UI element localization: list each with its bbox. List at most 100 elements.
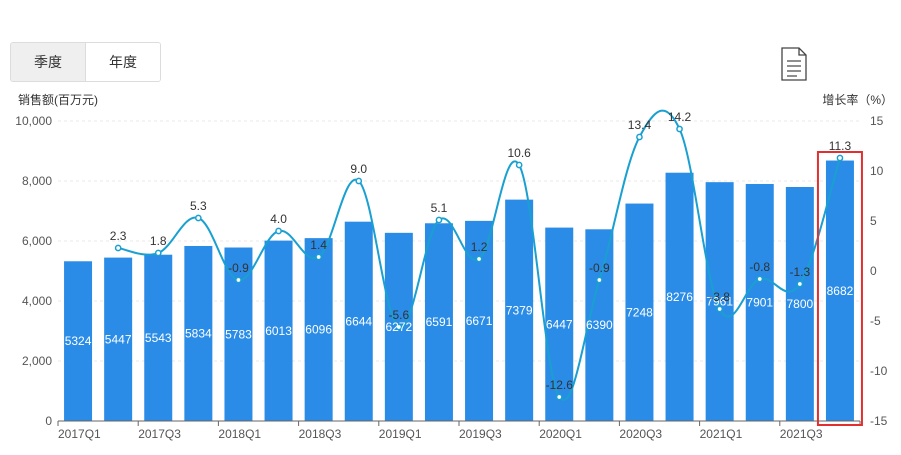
left-tick-label: 6,000 — [22, 234, 52, 248]
left-tick-label: 8,000 — [22, 174, 52, 188]
sales-bar — [144, 254, 173, 421]
left-axis-label: 销售额(百万元) — [18, 92, 98, 107]
bar-value-label: 7379 — [506, 303, 533, 317]
bar-value-label: 5783 — [225, 327, 252, 341]
rate-point — [235, 276, 242, 284]
sales-bar — [785, 187, 814, 421]
rate-value-label: 10.6 — [507, 146, 531, 160]
rate-value-label: -0.9 — [589, 261, 610, 275]
rate-point — [796, 280, 804, 288]
bar-value-label: 8276 — [666, 290, 693, 304]
rate-point — [435, 216, 443, 224]
bar-value-label: 6447 — [546, 317, 573, 331]
rate-point — [275, 227, 282, 235]
bar-value-label: 8682 — [827, 284, 854, 298]
bar-value-label: 6390 — [586, 318, 613, 332]
x-tick-label: 2019Q1 — [379, 427, 422, 441]
right-tick-label: 10 — [870, 164, 884, 178]
left-tick-label: 4,000 — [22, 294, 52, 308]
rate-value-label: -3.8 — [709, 290, 730, 304]
bar-value-label: 6272 — [385, 320, 412, 334]
x-tick-label: 2017Q3 — [138, 427, 181, 441]
x-tick-label: 2021Q1 — [700, 427, 743, 441]
bar-value-label: 6644 — [345, 314, 372, 328]
rate-point — [836, 154, 844, 162]
rate-value-label: 2.3 — [110, 229, 127, 243]
x-tick-label: 2020Q3 — [619, 427, 662, 441]
sales-bar — [545, 227, 574, 421]
x-tick-label: 2020Q1 — [539, 427, 582, 441]
growth-rate-line — [117, 109, 841, 401]
rate-value-label: 5.3 — [190, 199, 207, 213]
left-tick-label: 10,000 — [15, 114, 52, 128]
sales-bar — [705, 182, 734, 421]
left-tick-label: 0 — [45, 414, 52, 428]
x-tick-label: 2019Q3 — [459, 427, 502, 441]
sales-bar — [184, 245, 213, 421]
rate-point — [596, 276, 603, 284]
rate-point — [515, 161, 523, 169]
rate-point — [676, 125, 683, 133]
bar-value-label: 5324 — [65, 334, 92, 348]
sales-bar — [745, 183, 774, 421]
bar-value-label: 6096 — [305, 323, 332, 337]
sales-bar — [585, 229, 614, 421]
rate-point — [315, 253, 322, 261]
sales-bar — [625, 203, 654, 421]
rate-value-label: 1.4 — [310, 238, 327, 252]
bar-value-label: 6671 — [466, 314, 493, 328]
rate-value-label: 4.0 — [270, 212, 287, 226]
rate-point — [355, 177, 363, 185]
right-tick-label: 0 — [870, 264, 877, 278]
sales-bar — [825, 160, 854, 422]
rate-point — [716, 305, 724, 313]
rate-point — [154, 249, 162, 257]
bar-value-label: 7248 — [626, 305, 653, 319]
tab-quarterly[interactable]: 季度 — [11, 43, 85, 81]
rate-value-label: -5.6 — [389, 308, 410, 322]
sales-bar — [505, 199, 534, 421]
sales-bar — [344, 221, 373, 421]
bar-value-label: 7901 — [746, 295, 773, 309]
bar-value-label: 7800 — [786, 297, 813, 311]
rate-value-label: -12.6 — [546, 378, 574, 392]
rate-point — [475, 255, 483, 263]
rate-point — [395, 323, 403, 331]
bar-value-label: 5447 — [105, 332, 132, 346]
x-tick-label: 2018Q1 — [218, 427, 261, 441]
bar-value-label: 5543 — [145, 331, 172, 345]
sales-bar — [465, 220, 494, 421]
rate-value-label: 5.1 — [431, 201, 448, 215]
x-tick-label: 2017Q1 — [58, 427, 101, 441]
document-icon[interactable] — [781, 47, 807, 81]
rate-value-label: -0.8 — [749, 260, 770, 274]
x-tick-label: 2021Q3 — [780, 427, 823, 441]
rate-value-label: -0.9 — [228, 261, 249, 275]
rate-value-label: 9.0 — [350, 162, 367, 176]
right-tick-label: 5 — [870, 214, 877, 228]
right-axis-label: 增长率（%） — [822, 92, 893, 107]
bar-value-label: 5834 — [185, 326, 212, 340]
highlight-box — [816, 151, 863, 426]
tab-annual[interactable]: 年度 — [85, 43, 160, 81]
rate-point — [195, 214, 202, 222]
right-tick-label: 15 — [870, 114, 884, 128]
sales-bar — [304, 238, 333, 421]
rate-value-label: 14.2 — [668, 110, 692, 124]
rate-value-label: -1.3 — [790, 265, 811, 279]
right-tick-label: -5 — [870, 314, 881, 328]
right-tick-label: -15 — [870, 414, 888, 428]
right-tick-label: -10 — [870, 364, 888, 378]
rate-value-label: 13.4 — [628, 118, 652, 132]
sales-bar — [104, 257, 133, 421]
period-tabs: 季度 年度 — [10, 42, 161, 82]
sales-bar — [665, 172, 694, 421]
x-tick-label: 2018Q3 — [299, 427, 342, 441]
rate-point — [756, 275, 764, 283]
left-tick-label: 2,000 — [22, 354, 52, 368]
sales-bar — [424, 223, 453, 421]
bar-value-label: 7961 — [706, 295, 733, 309]
rate-value-label: 11.3 — [829, 139, 852, 153]
rate-point — [555, 393, 563, 401]
